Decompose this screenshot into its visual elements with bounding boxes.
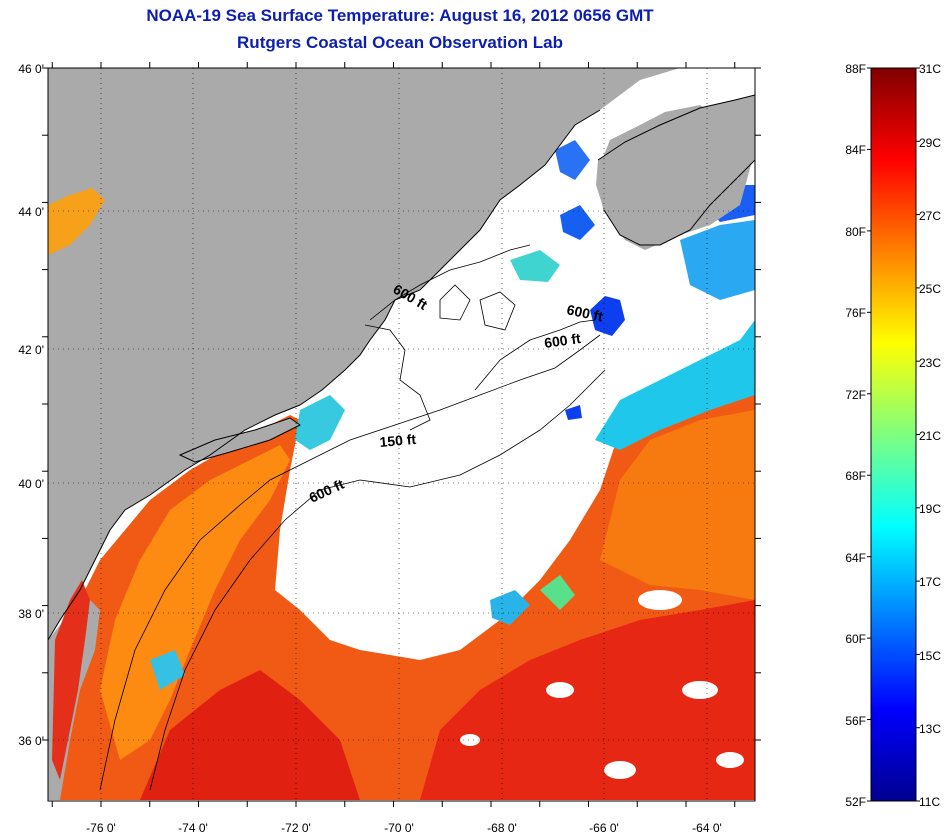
red-offshore-patch — [420, 600, 755, 800]
coastlines — [48, 94, 755, 641]
graticule — [48, 68, 755, 801]
lat-label: 36 0' — [18, 734, 44, 748]
lat-label: 38 0' — [18, 607, 44, 621]
chesapeake-bay — [52, 580, 90, 780]
map-frame — [47, 67, 756, 802]
land-long-island — [180, 418, 300, 462]
map-subtitle: Rutgers Coastal Ocean Observation Lab — [237, 33, 563, 52]
axis-ticks — [42, 62, 761, 807]
lon-label: -76 0' — [86, 821, 116, 835]
lon-label: -74 0' — [178, 821, 208, 835]
lon-label: -70 0' — [384, 821, 414, 835]
lat-label: 44 0' — [18, 205, 44, 219]
bathymetry-contours — [99, 244, 606, 791]
cloud-gaps — [330, 520, 744, 779]
deep-red-patch-south — [140, 670, 360, 800]
longitude-labels: -76 0' -74 0' -72 0' -70 0' -68 0' -66 0… — [86, 821, 722, 835]
lon-label: -72 0' — [281, 821, 311, 835]
contour-label-600ft-georges: 600 ft — [543, 330, 582, 351]
latitude-labels: 46 0' 44 0' 42 0' 40 0' 38 0' 36 0' — [18, 62, 44, 748]
orange-coastal-band — [100, 445, 290, 760]
land-nova-scotia — [596, 95, 755, 245]
land-mainland — [48, 68, 755, 640]
lat-label: 42 0' — [18, 343, 44, 357]
contour-label-150ft: 150 ft — [379, 431, 417, 450]
lat-label: 46 0' — [18, 62, 44, 76]
lon-label: -64 0' — [692, 821, 722, 835]
lon-label: -66 0' — [589, 821, 619, 835]
lon-label: -68 0' — [487, 821, 517, 835]
lat-label: 40 0' — [18, 477, 44, 491]
contour-label-600ft-east: 600 ft — [565, 301, 604, 324]
lake-region — [48, 188, 105, 255]
orange-gulf-stream-east — [600, 410, 755, 600]
map-title: NOAA-19 Sea Surface Temperature: August … — [146, 6, 654, 25]
